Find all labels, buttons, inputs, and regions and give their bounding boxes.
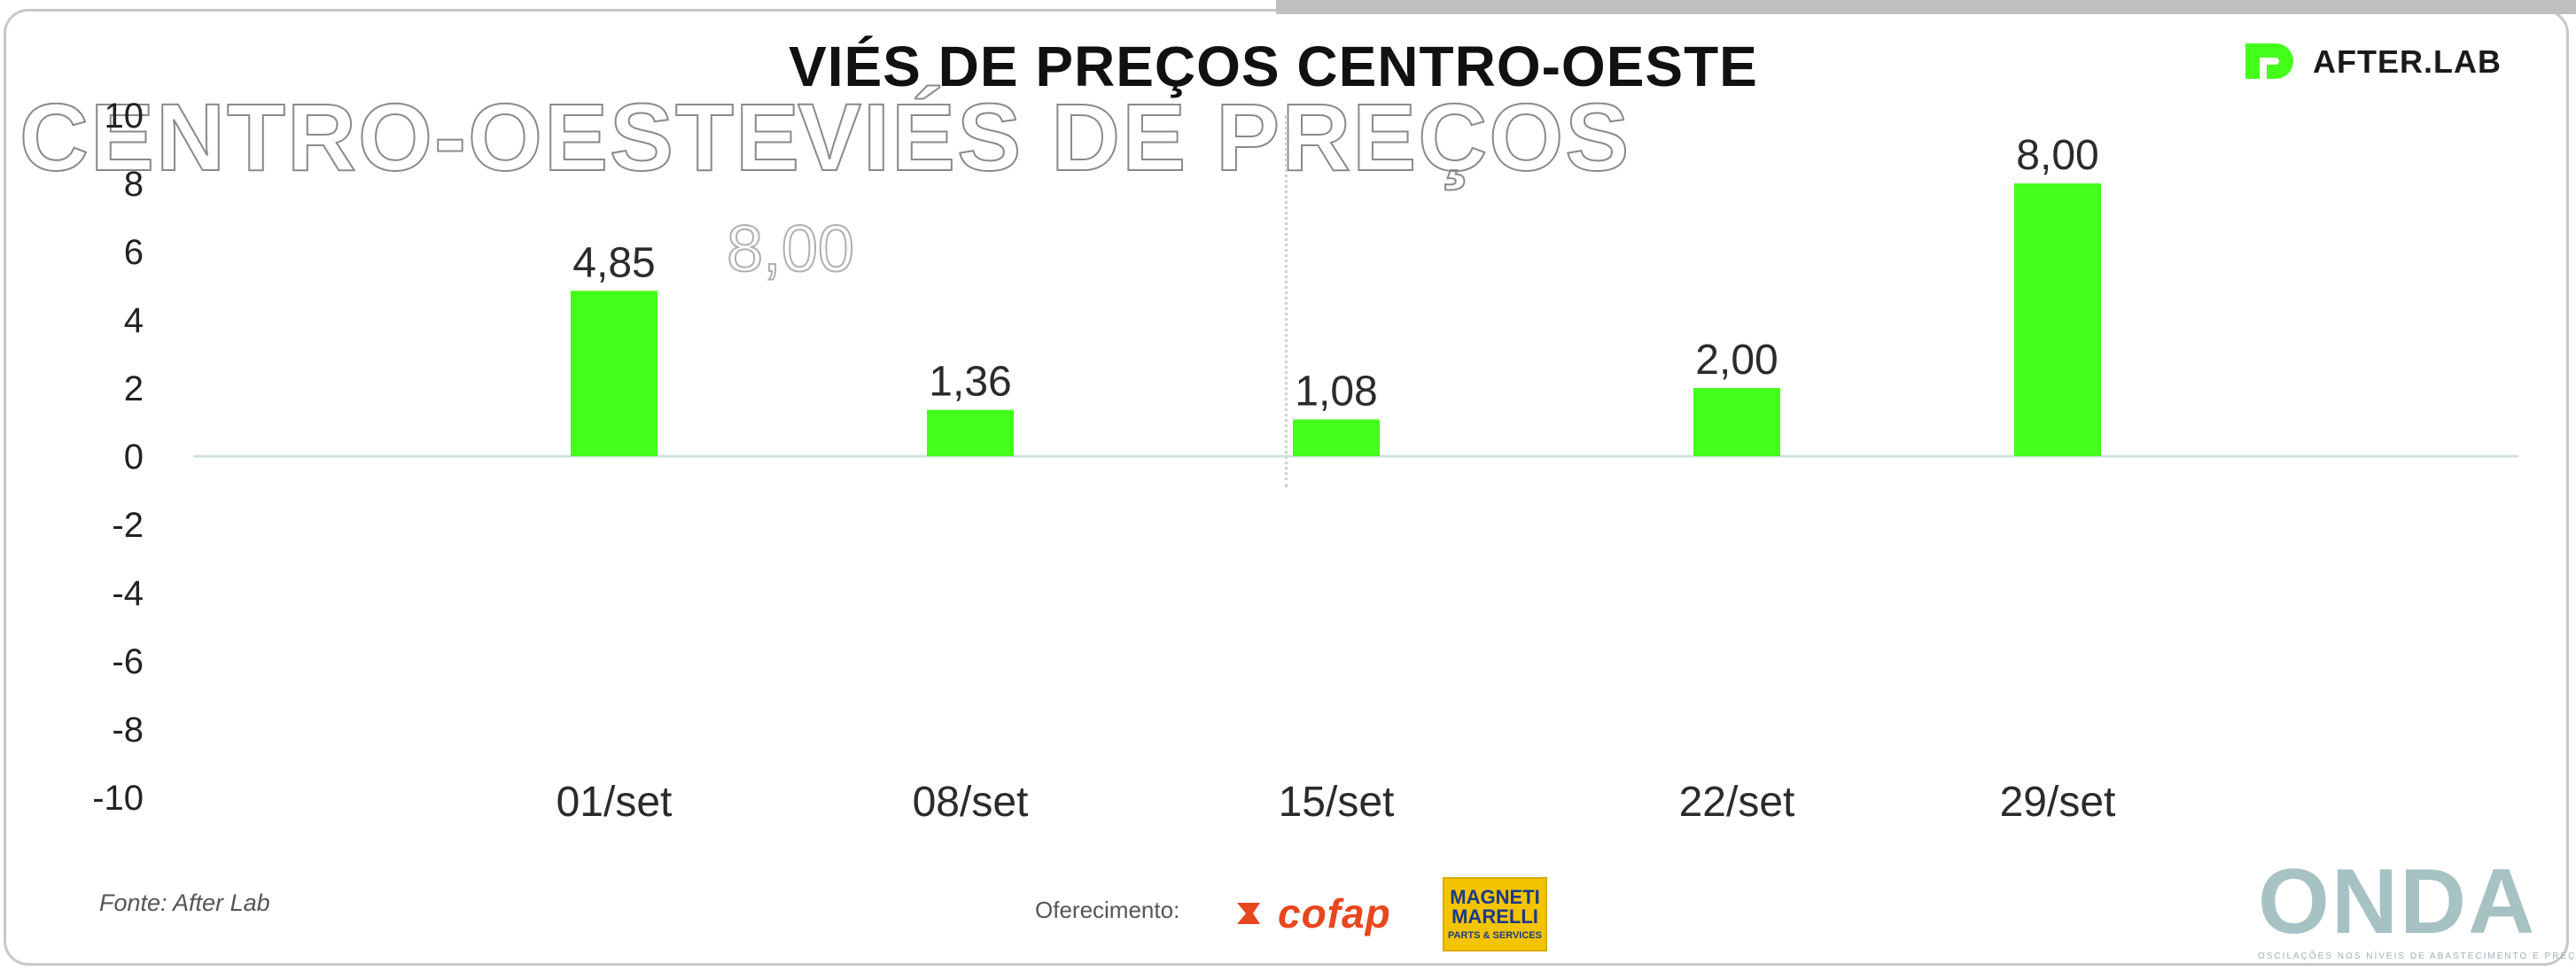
sponsors-label: Oferecimento: — [1035, 897, 1180, 923]
afterlab-logo: AFTER.LAB — [2240, 34, 2502, 90]
y-axis: 10 8 6 4 2 0 -2 -4 -6 -8 -10 — [92, 97, 144, 818]
bar — [927, 409, 1014, 456]
magneti-marelli-logo: MAGNETI MARELLI PARTS & SERVICES — [1443, 877, 1547, 952]
ghost-title-text: VIÉS DE PREÇOS — [797, 82, 1631, 191]
y-tick-label: 6 — [124, 233, 144, 272]
x-tick-label: 22/set — [1679, 779, 1795, 826]
bar-value-label: 1,08 — [1295, 368, 1377, 415]
y-tick-label: -6 — [112, 642, 144, 681]
bar-value-label: 1,36 — [929, 359, 1011, 406]
onda-wordmark: ONDA — [2258, 851, 2537, 953]
bar — [571, 291, 658, 456]
magneti-sub: PARTS & SERVICES — [1448, 930, 1542, 941]
afterlab-icon — [2245, 43, 2293, 79]
ghost-value-text: 8,00 — [726, 211, 855, 286]
onda-logo: ONDA OSCILAÇÕES NOS NÍVEIS DE ABASTECIME… — [2258, 851, 2576, 961]
cofap-logo: cofap — [1234, 889, 1391, 937]
top-band — [1276, 0, 2576, 14]
onda-subtitle: OSCILAÇÕES NOS NÍVEIS DE ABASTECIMENTO E… — [2258, 952, 2576, 961]
afterlab-name: AFTER.LAB — [2313, 43, 2502, 80]
bars — [571, 183, 2101, 456]
y-tick-label: 4 — [124, 301, 144, 340]
x-tick-label: 08/set — [913, 779, 1029, 826]
bar-value-label: 4,85 — [572, 239, 655, 286]
y-tick-label: -4 — [112, 574, 144, 613]
chart-title: VIÉS DE PREÇOS CENTRO-OESTE — [789, 35, 1758, 98]
y-tick-label: -2 — [112, 506, 144, 545]
source-note: Fonte: After Lab — [99, 889, 270, 916]
magneti-top: MAGNETI — [1450, 886, 1540, 908]
bar — [1293, 419, 1380, 456]
cofap-name: cofap — [1278, 890, 1391, 936]
data-labels: 4,85 1,36 1,08 2,00 8,00 — [572, 132, 2098, 415]
x-tick-label: 15/set — [1279, 779, 1395, 826]
y-tick-label: 0 — [124, 438, 144, 477]
x-axis: 01/set 08/set 15/set 22/set 29/set — [556, 779, 2116, 826]
cofap-icon — [1237, 903, 1260, 924]
y-tick-label: -10 — [92, 779, 144, 818]
x-tick-label: 29/set — [2000, 779, 2116, 826]
ghost-region-text: CENTRO-OESTE — [19, 82, 802, 191]
bar — [1693, 388, 1780, 456]
y-tick-label: 10 — [105, 97, 144, 136]
bar — [2014, 183, 2101, 456]
y-tick-label: 2 — [124, 369, 144, 408]
x-tick-label: 01/set — [556, 779, 673, 826]
y-tick-label: -8 — [112, 711, 144, 750]
bar-value-label: 8,00 — [2016, 132, 2098, 179]
ghost-divider — [1285, 115, 1288, 487]
bar-value-label: 2,00 — [1695, 337, 1778, 384]
magneti-mid: MARELLI — [1451, 905, 1538, 928]
y-tick-label: 8 — [124, 165, 144, 204]
